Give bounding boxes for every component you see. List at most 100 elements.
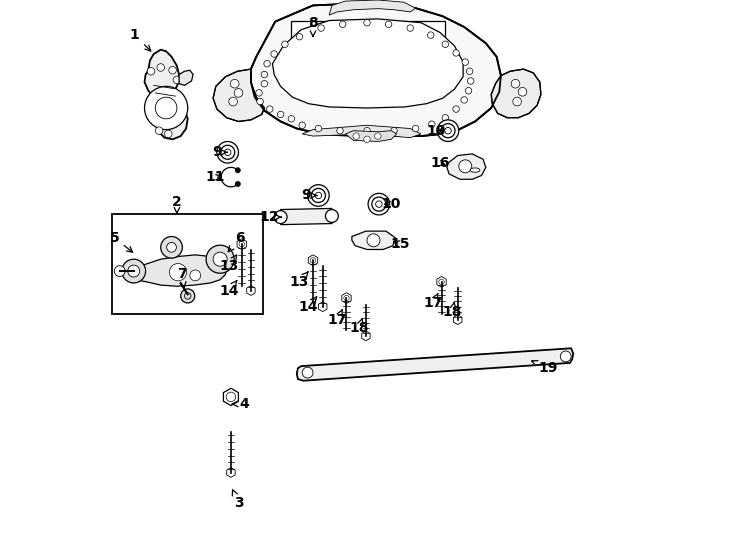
Circle shape	[271, 51, 277, 57]
Circle shape	[261, 71, 268, 78]
Polygon shape	[437, 276, 446, 287]
Text: 10: 10	[382, 197, 401, 211]
Text: 19: 19	[531, 361, 558, 375]
Circle shape	[385, 21, 392, 28]
Circle shape	[466, 68, 473, 75]
Text: 9: 9	[302, 188, 317, 202]
Circle shape	[156, 127, 163, 134]
Circle shape	[167, 242, 176, 252]
Polygon shape	[308, 255, 318, 266]
Circle shape	[364, 19, 370, 26]
Circle shape	[459, 160, 472, 173]
Ellipse shape	[470, 168, 480, 172]
Polygon shape	[291, 21, 446, 92]
Circle shape	[372, 197, 386, 211]
Polygon shape	[352, 231, 395, 249]
Polygon shape	[302, 125, 421, 138]
Text: 17: 17	[424, 294, 443, 310]
Text: 6: 6	[228, 231, 245, 252]
Text: 1: 1	[130, 28, 150, 51]
Circle shape	[282, 41, 288, 48]
Circle shape	[157, 64, 164, 71]
Text: 3: 3	[232, 490, 243, 510]
Circle shape	[353, 133, 360, 139]
Polygon shape	[342, 293, 351, 303]
Circle shape	[275, 211, 287, 224]
Circle shape	[255, 90, 262, 96]
Polygon shape	[251, 3, 501, 136]
Circle shape	[264, 60, 270, 67]
Circle shape	[453, 50, 459, 56]
Circle shape	[234, 89, 243, 97]
Polygon shape	[127, 255, 227, 286]
Circle shape	[518, 87, 527, 96]
Circle shape	[511, 79, 520, 88]
Text: 18: 18	[349, 319, 368, 335]
Text: 14: 14	[219, 280, 239, 298]
Circle shape	[462, 59, 468, 65]
Circle shape	[170, 264, 186, 281]
Circle shape	[441, 124, 455, 138]
Polygon shape	[179, 70, 193, 85]
Circle shape	[230, 79, 239, 88]
Circle shape	[315, 125, 321, 132]
Circle shape	[364, 136, 370, 143]
Circle shape	[453, 106, 459, 112]
Circle shape	[173, 76, 181, 84]
Circle shape	[299, 122, 305, 129]
Circle shape	[442, 41, 448, 48]
Text: 15: 15	[390, 237, 410, 251]
Text: 14: 14	[299, 296, 319, 314]
Circle shape	[368, 193, 390, 215]
Polygon shape	[237, 239, 247, 249]
Circle shape	[145, 86, 188, 130]
Circle shape	[257, 98, 264, 105]
Circle shape	[235, 167, 241, 173]
Circle shape	[442, 114, 448, 121]
Circle shape	[266, 106, 273, 112]
Circle shape	[413, 125, 419, 132]
Polygon shape	[362, 331, 370, 341]
Text: 5: 5	[109, 231, 133, 252]
Text: 18: 18	[443, 302, 462, 319]
Circle shape	[390, 127, 397, 134]
Text: 10: 10	[426, 124, 446, 138]
Circle shape	[318, 25, 324, 31]
Text: 2: 2	[172, 195, 182, 213]
Circle shape	[325, 210, 338, 222]
Circle shape	[115, 266, 125, 276]
Circle shape	[288, 116, 294, 122]
Polygon shape	[247, 286, 255, 295]
Circle shape	[311, 188, 325, 202]
Circle shape	[560, 351, 571, 362]
Text: 8: 8	[308, 16, 318, 36]
Polygon shape	[272, 19, 463, 108]
Circle shape	[364, 127, 370, 134]
Circle shape	[206, 245, 234, 273]
Polygon shape	[447, 154, 486, 179]
Polygon shape	[213, 69, 264, 122]
Text: 4: 4	[232, 397, 249, 411]
Polygon shape	[330, 0, 415, 15]
Text: 13: 13	[290, 272, 309, 289]
Circle shape	[339, 21, 346, 28]
Circle shape	[407, 25, 413, 31]
Circle shape	[437, 120, 459, 141]
Polygon shape	[280, 208, 332, 225]
Polygon shape	[297, 348, 573, 381]
Circle shape	[213, 252, 227, 266]
Polygon shape	[454, 315, 462, 325]
Circle shape	[221, 145, 235, 159]
Text: 16: 16	[430, 156, 450, 170]
Circle shape	[427, 32, 434, 38]
Circle shape	[190, 270, 200, 281]
Polygon shape	[319, 302, 327, 312]
Circle shape	[468, 78, 474, 84]
Bar	[112, 214, 264, 314]
Polygon shape	[227, 468, 235, 477]
Circle shape	[374, 133, 381, 139]
Circle shape	[513, 97, 521, 106]
Circle shape	[277, 111, 284, 118]
Circle shape	[122, 259, 145, 283]
Circle shape	[169, 66, 176, 74]
